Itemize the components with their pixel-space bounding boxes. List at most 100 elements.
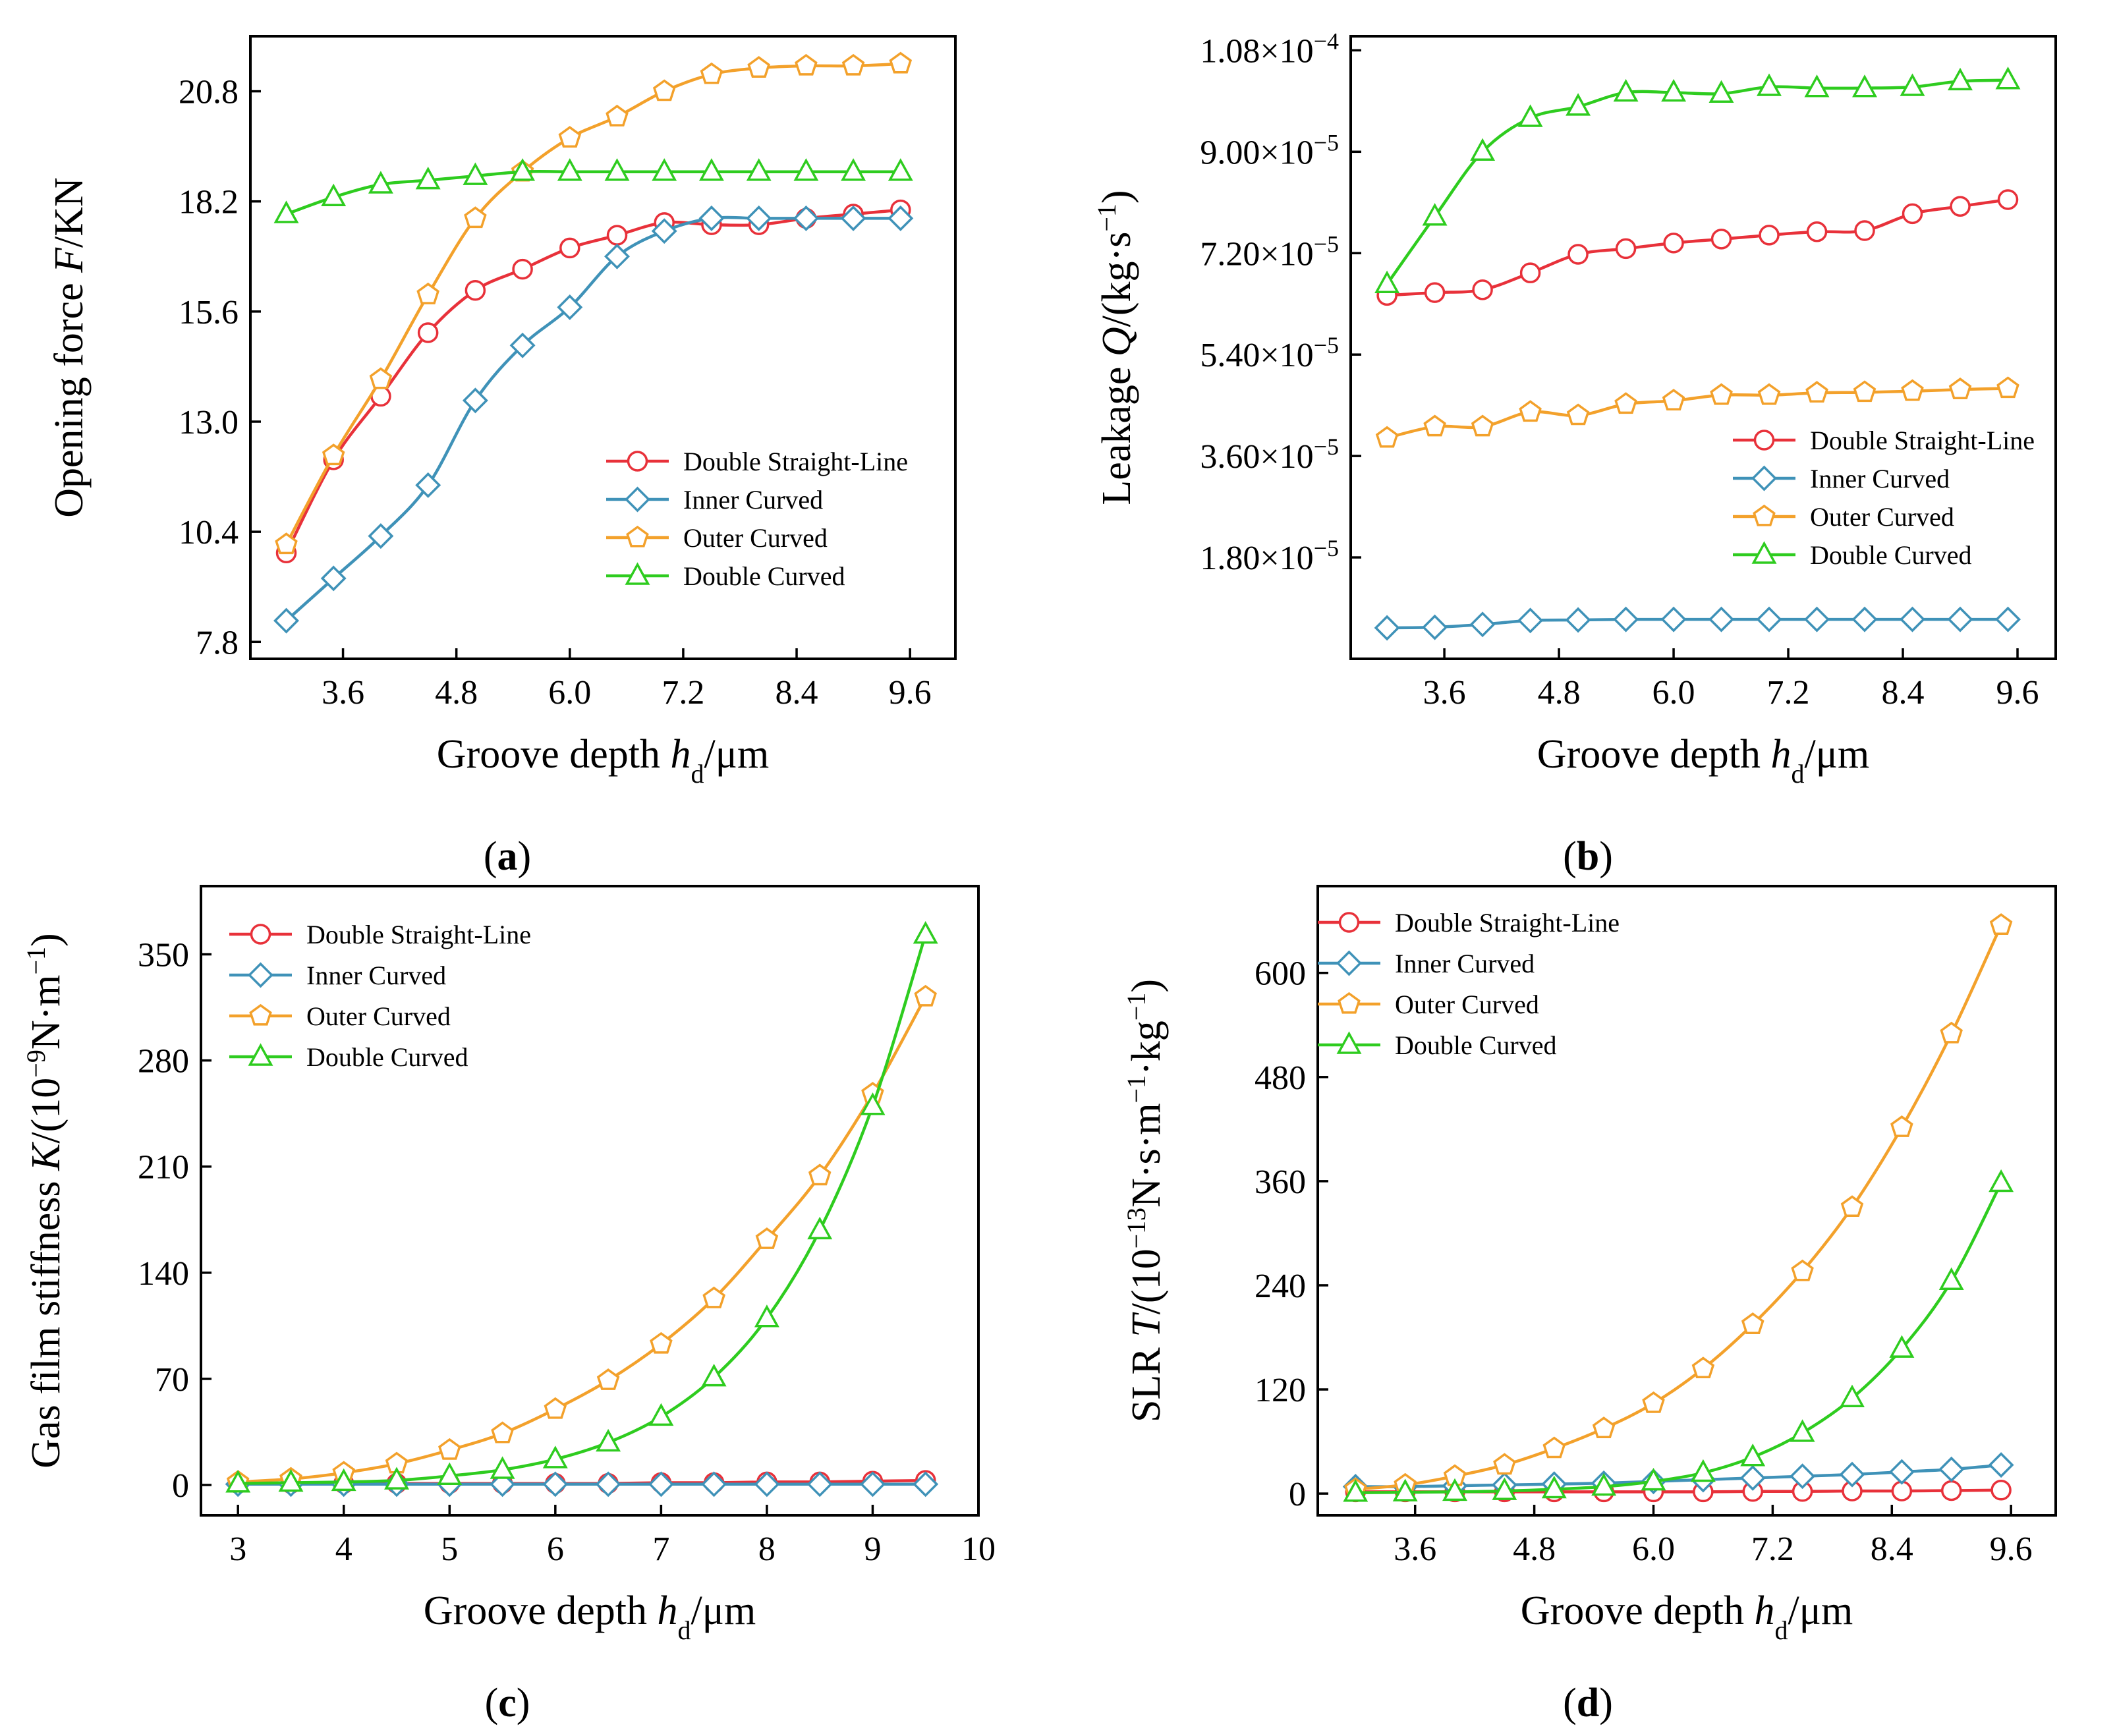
data-point-pentagon [464,206,487,229]
legend-label: Outer Curved [1395,990,1539,1019]
x-tick-label: 3.6 [322,674,364,712]
data-point-diamond [604,243,630,269]
chart-panel-b: 3.6 4.8 6.0 7.2 8.4 9.6 1.80×10−5 3.60×10−5 5.40… [1092,28,2057,879]
data-point-pentagon [491,1421,514,1443]
data-point-triangle [754,1304,779,1328]
data-point-pentagon [1710,383,1733,405]
data-point-diamond [1708,606,1734,632]
data-point-triangle [1442,1478,1467,1501]
legend-marker-circle [250,924,271,945]
legend-marker-triangle [1751,541,1777,564]
data-point-diamond [1938,1456,1965,1482]
data-point-circle [1663,233,1684,254]
data-point-diamond [651,218,677,244]
y-tick-label: 70 [155,1361,189,1399]
x-tick-label: 6 [547,1530,564,1568]
legend-label: Double Curved [1395,1030,1557,1060]
data-point-triangle [1343,1479,1369,1502]
y-tick-label: 5.40×10−5 [1200,332,1339,374]
legend-marker-pentagon [1753,504,1776,526]
data-point-pentagon [606,104,629,126]
series-line [285,215,901,622]
data-point-diamond [1422,614,1448,640]
x-tick-label: 10 [961,1530,996,1568]
legend-label: Outer Curved [306,1001,451,1031]
x-tick-label: 7.2 [1767,674,1810,712]
data-point-pentagon [889,51,913,74]
data-point-triangle [1938,1267,1964,1291]
data-point-triangle [1374,270,1400,294]
data-point-diamond [595,1471,621,1498]
data-point-diamond [542,1471,569,1498]
data-point-pentagon [1614,392,1637,414]
x-tick-label: 8.4 [1871,1530,1913,1568]
data-point-circle [1806,221,1828,242]
data-point-diamond [888,205,914,231]
data-point-pentagon [1853,380,1877,403]
data-point-pentagon [438,1438,461,1460]
data-point-pentagon [1996,376,2019,399]
data-point-diamond [1517,607,1544,634]
x-tick-label: 5 [441,1530,458,1568]
data-point-pentagon [795,53,818,76]
data-point-triangle [1889,1335,1915,1358]
data-point-pentagon [1691,1357,1715,1379]
data-point-circle [559,237,580,259]
data-point-pentagon [841,53,865,76]
data-point-circle [1710,229,1732,250]
data-point-pentagon [1375,426,1399,448]
data-point-diamond [1374,615,1400,641]
legend-marker-pentagon [1338,992,1361,1014]
plot-frame [1316,885,2057,1517]
data-point-pentagon [1423,414,1446,437]
legend: Double Straight-Line Inner Curved Outer Cu… [1733,426,2035,570]
data-point-circle [1615,238,1637,260]
x-tick-label: 8.4 [1882,674,1925,712]
data-point-diamond [1888,1459,1915,1485]
y-tick-label: 0 [1289,1476,1306,1513]
legend-label: Double Straight-Line [306,920,531,949]
data-point-triangle [746,158,772,181]
legend-marker-diamond [248,962,273,988]
x-tick-label: 7.2 [662,674,704,712]
y-tick-label: 1.08×10−4 [1200,28,1339,70]
x-axis-title: Groove depth hd/μm [1521,1588,1853,1645]
data-point-diamond [913,1471,939,1498]
data-point-triangle [1392,1478,1418,1501]
y-axis-title: Opening force F/KN [47,177,92,518]
data-point-triangle [1422,203,1448,226]
data-point-triangle [1641,1467,1666,1491]
x-tick-label: 4.8 [1538,674,1581,712]
legend-marker-pentagon [626,525,649,547]
series-inner-curved [1374,606,2021,641]
data-point-triangle [1541,1475,1567,1499]
data-point-circle [1940,1480,1962,1501]
legend-marker-diamond [625,486,650,513]
x-tick-label: 4.8 [435,674,478,712]
data-point-pentagon [1791,1259,1814,1281]
data-point-triangle [1708,80,1734,103]
data-point-triangle [1900,73,1925,96]
y-axis-title: Gas film stiffness K/(10−9N·m−1) [21,933,69,1468]
series-double-curved [225,920,938,1493]
data-point-diamond [793,205,819,231]
data-point-triangle [913,920,938,944]
legend-label: Inner Curved [683,485,823,515]
data-point-triangle [701,1363,727,1387]
x-tick-label: 7.2 [1751,1530,1794,1568]
data-point-pentagon [1989,913,2013,935]
legend: Double Straight-Line Inner Curved Outer Cu… [606,447,908,591]
data-point-pentagon [747,56,770,78]
data-point-diamond [1565,607,1591,633]
data-point-triangle [384,1467,409,1490]
data-point-diamond [754,1471,780,1498]
data-point-pentagon [544,1397,567,1419]
y-tick-label: 15.6 [179,294,239,331]
data-point-triangle [1661,78,1687,102]
data-point-pentagon [1662,389,1685,411]
data-point-triangle [557,158,582,181]
data-point-circle [1854,220,1875,241]
data-point-triangle [652,158,677,181]
x-tick-label: 3 [229,1530,246,1568]
